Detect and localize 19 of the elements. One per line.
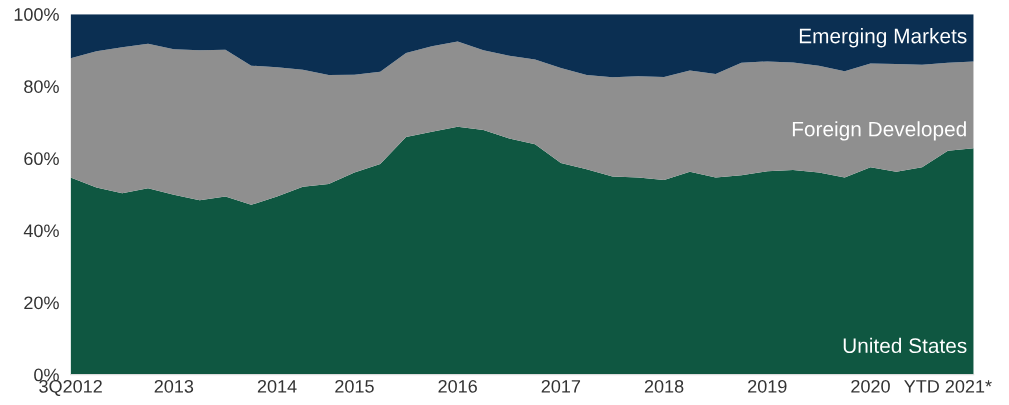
x-tick-label: 2019 bbox=[748, 379, 787, 393]
y-tick-label: 40% bbox=[23, 224, 59, 238]
x-tick-label: 2013 bbox=[154, 379, 194, 393]
series-label: Emerging Markets bbox=[799, 28, 967, 48]
y-tick-label: 0% bbox=[34, 368, 59, 382]
y-tick-label: 80% bbox=[24, 80, 59, 93]
x-tick-label: 2014 bbox=[257, 379, 297, 393]
y-tick-label: 100% bbox=[14, 8, 59, 21]
x-tick-label: 2015 bbox=[335, 379, 374, 393]
x-tick-label: 3Q2012 bbox=[39, 379, 102, 396]
y-tick-label: 60% bbox=[24, 152, 59, 166]
series-label: United States bbox=[843, 337, 967, 354]
x-tick-label: 2017 bbox=[541, 379, 581, 393]
series-label: Foreign Developed bbox=[792, 121, 966, 141]
x-tick-label: 2020 bbox=[851, 379, 890, 393]
x-tick-label: 2018 bbox=[644, 379, 684, 393]
x-tick-label: YTD 2021* bbox=[904, 379, 992, 393]
x-tick-label: 2016 bbox=[438, 379, 477, 393]
y-tick-label: 20% bbox=[24, 296, 59, 310]
